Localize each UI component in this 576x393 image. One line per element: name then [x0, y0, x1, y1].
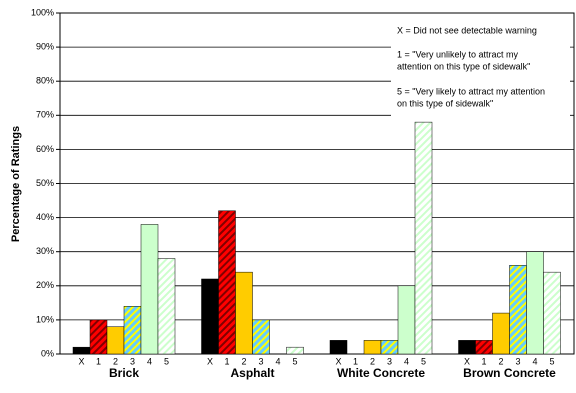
bar: [414, 121, 433, 355]
series-label: 3: [130, 356, 135, 366]
bar: [140, 224, 159, 355]
bar: [329, 340, 348, 355]
series-label: 4: [532, 356, 537, 366]
series-label: 2: [370, 356, 375, 366]
y-tick-label: 0%: [41, 348, 54, 358]
series-label: 1: [481, 356, 486, 366]
bar: [201, 278, 219, 355]
series-label: 4: [275, 356, 280, 366]
bar: [458, 340, 476, 355]
bar: [218, 210, 236, 355]
bar: [492, 312, 510, 355]
series-label: 5: [164, 356, 169, 366]
bar: [72, 346, 91, 355]
x-tick-label: White Concrete: [337, 366, 425, 380]
bar: [89, 319, 108, 355]
series-label: X: [207, 356, 213, 366]
series-label: 5: [549, 356, 554, 366]
y-tick-label: 70%: [36, 110, 54, 120]
y-axis-label: Percentage of Ratings: [10, 126, 22, 242]
series-label: 3: [515, 356, 520, 366]
series-label: 5: [292, 356, 297, 366]
series-label: 3: [387, 356, 392, 366]
series-label: 5: [421, 356, 426, 366]
annotation: X = Did not see detectable warning: [397, 25, 537, 35]
bar: [509, 265, 527, 355]
annotation: 1 = "Very unlikely to attract my: [397, 49, 518, 59]
y-tick-label: 100%: [31, 7, 54, 17]
bar: [397, 285, 416, 355]
series-label: 4: [147, 356, 152, 366]
bar: [380, 340, 399, 355]
annotation: 5 = "Very likely to attract my attention: [397, 86, 545, 96]
series-label: 2: [498, 356, 503, 366]
x-tick-label: Brick: [109, 366, 139, 380]
bar: [526, 251, 544, 355]
series-label: 4: [404, 356, 409, 366]
y-tick-label: 20%: [36, 280, 54, 290]
bar: [123, 306, 142, 355]
y-tick-label: 60%: [36, 144, 54, 154]
bar: [235, 271, 253, 355]
series-label: 3: [258, 356, 263, 366]
annotation: on this type of sidewalk": [397, 98, 493, 108]
y-tick-label: 90%: [36, 41, 54, 51]
bar: [157, 258, 176, 355]
annotation: attention on this type of sidewalk": [397, 61, 530, 71]
series-label: 1: [224, 356, 229, 366]
bar: [286, 346, 304, 355]
bar: [475, 340, 493, 355]
annotation-box: [391, 18, 570, 119]
y-tick-label: 30%: [36, 246, 54, 256]
y-tick-label: 50%: [36, 178, 54, 188]
y-tick-label: 40%: [36, 212, 54, 222]
series-label: 2: [113, 356, 118, 366]
series-label: X: [78, 356, 84, 366]
series-label: 1: [96, 356, 101, 366]
bar: [543, 271, 561, 355]
bar: [363, 340, 382, 355]
x-tick-label: Asphalt: [230, 366, 274, 380]
series-label: X: [335, 356, 341, 366]
series-label: 2: [241, 356, 246, 366]
series-label: X: [464, 356, 470, 366]
bar: [106, 326, 125, 355]
y-tick-label: 10%: [36, 314, 54, 324]
bar: [252, 319, 270, 355]
series-label: 1: [353, 356, 358, 366]
y-tick-label: 80%: [36, 76, 54, 86]
x-tick-label: Brown Concrete: [463, 366, 556, 380]
